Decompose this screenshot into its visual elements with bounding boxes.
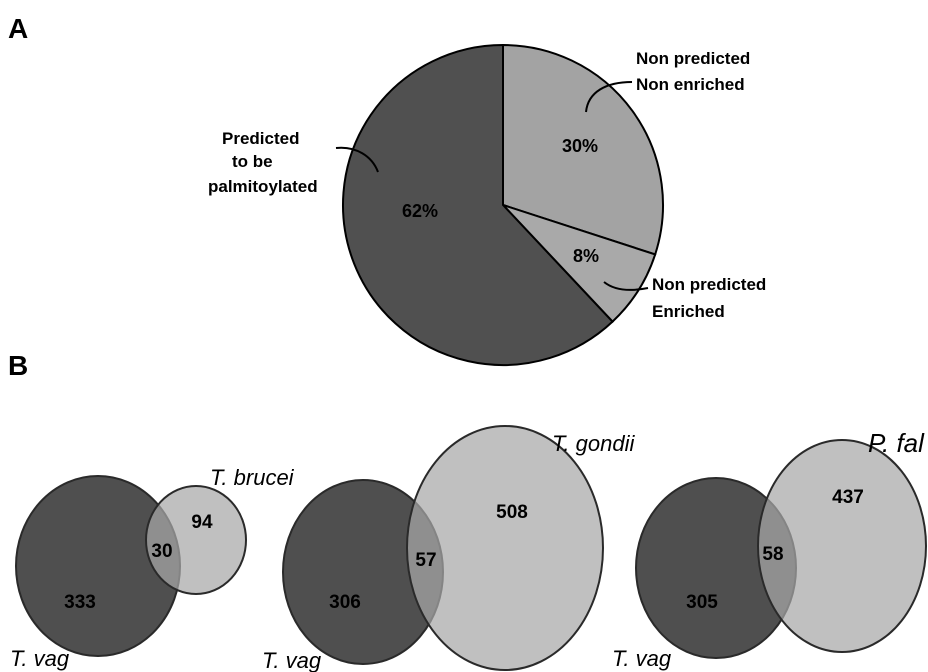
pie-label-non-enriched-line-1: Non predicted [636, 49, 750, 68]
venn-count-only-t-vag: 333 [64, 592, 96, 613]
venn-tvag-tgondii: 508 57 306 T. gondii T. vag [262, 425, 635, 672]
pie-label-predicted-line-2: to be [232, 152, 273, 171]
venn-count-only-t-gondii: 508 [496, 502, 528, 523]
pie-label-predicted-line-1: Predicted [222, 129, 299, 148]
venn-set-label-t-vag: T. vag [262, 648, 322, 672]
venn-set-label-t-vag: T. vag [10, 646, 70, 671]
leader-line-non-enriched [585, 81, 633, 113]
venn-set-label-t-brucei: T. brucei [210, 465, 295, 490]
venn-count-only-t-vag: 305 [686, 592, 718, 613]
venn-tvag-pfal: 437 58 305 P. fal T. vag [612, 428, 927, 671]
venn-count-only-t-brucei: 94 [191, 512, 213, 533]
venn-circle-p-fal [757, 439, 927, 653]
pie-value-label-predicted: 62% [402, 201, 438, 221]
pie-label-non-enriched-line-2: Non enriched [636, 75, 745, 94]
venn-tvag-tbrucei: 94 30 333 T. brucei T. vag [10, 465, 295, 671]
pie-value-label-non-enriched: 30% [562, 136, 598, 156]
pie-slice-non-predicted-non-enriched [502, 43, 664, 256]
pie-slices [342, 43, 664, 366]
venn-count-overlap: 58 [762, 544, 783, 565]
panel-letter-a: A [8, 13, 28, 44]
venn-set-label-t-gondii: T. gondii [552, 431, 635, 456]
leader-line-enriched [603, 281, 649, 291]
pie-chart: 30% 8% 62% Non predicted Non enriched No… [208, 43, 766, 366]
venn-count-overlap: 30 [151, 541, 172, 562]
venn-circle-t-gondii [406, 425, 604, 671]
venn-circle-t-brucei [145, 485, 247, 595]
pie-value-label-enriched: 8% [573, 246, 599, 266]
venn-set-label-t-vag: T. vag [612, 646, 672, 671]
pie-slice-predicted-palmitoylated [342, 43, 614, 366]
pie-label-predicted-line-3: palmitoylated [208, 177, 318, 196]
venn-count-only-t-vag: 306 [329, 592, 361, 613]
venn-set-label-p-fal: P. fal [868, 428, 925, 458]
pie-label-enriched-line-1: Non predicted [652, 275, 766, 294]
leader-line-predicted [335, 146, 379, 173]
pie-label-enriched-line-2: Enriched [652, 302, 725, 321]
panel-letter-b: B [8, 350, 28, 381]
venn-count-only-p-fal: 437 [832, 487, 864, 508]
venn-count-overlap: 57 [415, 550, 436, 571]
